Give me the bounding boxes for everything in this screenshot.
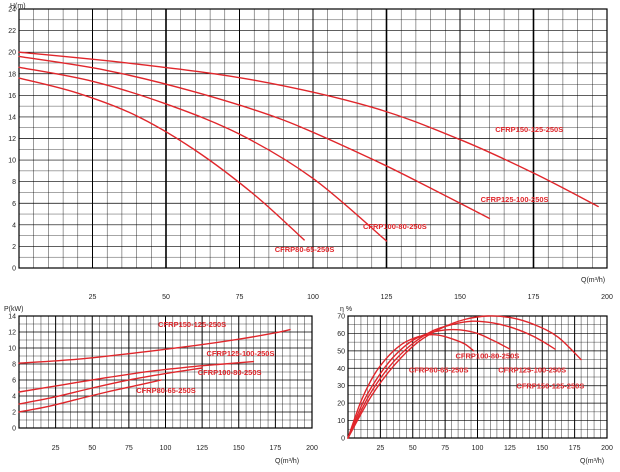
head-x-axis-label: Q(m³/h) [581,277,605,284]
head-series-label: CFRP125-100-250S [481,195,549,204]
head-series-line-3 [18,51,599,208]
head-x-tick-label: 125 [381,294,393,301]
power-y-tick-label: 2 [12,410,16,417]
power-y-tick-label: 12 [8,330,16,337]
head-y-tick-label: 12 [8,136,16,143]
efficiency-y-tick-label: 20 [337,401,345,408]
power-x-tick-label: 150 [233,445,245,452]
efficiency-y-tick-label: 10 [337,418,345,425]
efficiency-y-tick-label: 0 [341,436,345,443]
power-series-label: CFRP100-80-250S [198,368,262,377]
head-y-tick-label: 8 [12,179,16,186]
efficiency-series-line-2 [347,320,556,439]
efficiency-y-tick-label: 50 [337,348,345,355]
efficiency-series-label: CFRP80-65-250S [409,366,469,375]
power-y-tick-label: 8 [12,362,16,369]
efficiency-x-axis-label: Q(m³/h) [580,458,604,465]
head-x-tick-label: 100 [307,294,319,301]
power-x-tick-label: 200 [306,445,318,452]
head-y-tick-label: 0 [12,266,16,273]
head-y-tick-label: 18 [8,71,16,78]
head-gridlines [18,8,608,269]
efficiency-series-label: CFRP125-100-250S [498,366,566,375]
efficiency-series-line-3 [347,315,582,439]
head-x-tick-label: 175 [528,294,540,301]
head-x-tick-label: 75 [236,294,244,301]
power-series-label: CFRP80-65-250S [136,386,196,395]
head-series-line-2 [18,55,491,220]
power-plot-frame [18,315,313,429]
power-series-line-0 [18,379,162,413]
efficiency-y-tick-label: 70 [337,314,345,321]
power-x-tick-label: 100 [160,445,172,452]
power-x-tick-label: 50 [88,445,96,452]
efficiency-x-tick-label: 200 [601,445,613,452]
head-x-tick-label: 50 [162,294,170,301]
efficiency-y-tick-label: 40 [337,366,345,373]
head-y-tick-label: 24 [8,7,16,14]
efficiency-x-tick-label: 100 [472,445,484,452]
efficiency-y-axis-label: η % [340,306,352,313]
efficiency-series-line-1 [347,328,511,439]
power-x-tick-label: 125 [196,445,208,452]
head-series-label: CFRP80-65-250S [275,245,335,254]
head-y-tick-label: 4 [12,222,16,229]
efficiency-x-tick-label: 175 [569,445,581,452]
head-y-tick-label: 10 [8,158,16,165]
head-y-tick-label: 2 [12,244,16,251]
power-y-tick-label: 0 [12,426,16,433]
efficiency-x-tick-label: 125 [504,445,516,452]
head-y-tick-label: 6 [12,201,16,208]
head-y-axis-label: H(m) [10,3,26,10]
power-x-axis-label: Q(m³/h) [275,458,299,465]
head-x-tick-label: 25 [89,294,97,301]
head-x-tick-label: 150 [454,294,466,301]
efficiency-x-tick-label: 50 [409,445,417,452]
efficiency-series-line-0 [347,334,475,439]
power-series-label: CFRP125-100-250S [207,349,275,358]
power-y-tick-label: 14 [8,314,16,321]
power-y-axis-label: P(kW) [4,306,23,313]
power-x-tick-label: 75 [125,445,133,452]
head-x-tick-label: 200 [601,294,613,301]
power-series-line-1 [18,367,203,405]
power-x-tick-label: 175 [270,445,282,452]
power-gridlines [18,315,313,429]
power-y-tick-label: 10 [8,346,16,353]
efficiency-x-tick-label: 25 [376,445,384,452]
head-series-line-0 [18,77,305,241]
power-series-label: CFRP150-125-250S [158,320,226,329]
head-y-tick-label: 22 [8,28,16,35]
power-chart: 0 2 4 6 8 10 12 14 25 50 75 100 125 150 175 200 P(kW) Q(m… [4,306,318,465]
efficiency-y-tick-label: 30 [337,383,345,390]
efficiency-series-label: CFRP100-80-250S [455,352,519,361]
head-y-tick-label: 20 [8,50,16,57]
efficiency-x-tick-label: 75 [441,445,449,452]
efficiency-y-tick-label: 60 [337,331,345,338]
power-y-tick-label: 4 [12,394,16,401]
head-plot-frame [18,8,608,269]
head-y-tick-label: 14 [8,114,16,121]
power-series-line-2 [18,360,255,393]
head-series-label: CFRP100-80-250S [363,222,427,231]
efficiency-plot-frame [347,315,608,439]
head-y-tick-label: 16 [8,93,16,100]
power-y-tick-label: 6 [12,378,16,385]
head-series-label: CFRP150-125-250S [495,125,563,134]
power-x-tick-label: 25 [52,445,60,452]
power-series-line-3 [18,328,291,364]
efficiency-x-tick-label: 150 [536,445,548,452]
efficiency-chart: 0 10 20 30 40 50 60 70 25 50 75 100 125 150 175 200 η % Q… [337,306,613,465]
efficiency-series-label: CFRP150-125-250S [516,381,584,390]
head-series-line-1 [18,66,388,242]
efficiency-gridlines [347,315,608,439]
